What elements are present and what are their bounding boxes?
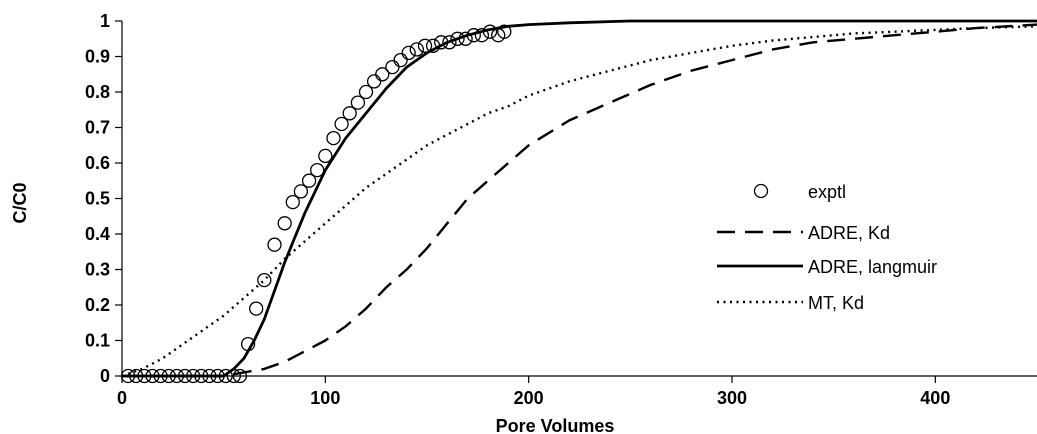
data-point-exptl <box>375 67 390 82</box>
data-point-exptl <box>218 368 233 384</box>
data-point-exptl <box>385 59 400 75</box>
data-point-exptl <box>450 31 465 46</box>
y-tick-label: 0.4 <box>85 224 110 244</box>
data-point-exptl <box>425 38 441 53</box>
tick-layer: 0 0.1 0.2 0.3 0.4 0.5 0.6 0.7 0.8 0.9 1 0 100 200 300 4… <box>85 11 950 408</box>
y-tick-label: 0.2 <box>85 295 110 315</box>
data-point-exptl <box>257 272 272 288</box>
data-point-exptl <box>210 368 225 384</box>
data-point-exptl <box>342 106 357 121</box>
y-tick-label: 0.9 <box>85 47 110 67</box>
x-tick-label: 200 <box>514 388 544 408</box>
data-point-exptl <box>366 74 382 89</box>
data-point-exptl <box>350 95 366 110</box>
data-point-exptl <box>442 35 457 50</box>
x-axis-title: Pore Volumes <box>496 416 615 434</box>
legend: exptl ADRE, Kd ADRE, langmuir MT, Kd <box>717 182 937 313</box>
y-axis-title: C/C0 <box>10 182 30 223</box>
data-point-exptl <box>334 116 349 132</box>
data-point-exptl <box>145 368 160 384</box>
data-point-exptl <box>409 42 424 57</box>
data-point-exptl <box>285 194 300 210</box>
data-point-exptl <box>161 368 176 384</box>
y-tick-label: 0.7 <box>85 118 110 138</box>
data-point-exptl <box>434 35 449 50</box>
data-point-exptl <box>358 84 374 100</box>
data-point-exptl <box>466 28 481 43</box>
data-point-exptl <box>318 148 333 164</box>
data-point-exptl <box>186 368 201 384</box>
data-point-exptl <box>249 301 264 316</box>
data-point-exptl <box>401 45 416 61</box>
y-tick-label: 0 <box>100 366 110 386</box>
data-point-exptl <box>202 368 217 384</box>
series-layer <box>120 19 1037 384</box>
data-point-exptl <box>240 336 256 352</box>
data-point-exptl <box>482 24 498 39</box>
legend-label-mt-kd: MT, Kd <box>808 293 864 313</box>
data-point-exptl <box>326 130 341 146</box>
legend-marker-exptl <box>753 183 769 199</box>
series-line-mt-kd <box>121 25 1037 378</box>
data-point-exptl <box>474 28 490 43</box>
y-tick-label: 0.8 <box>85 82 110 102</box>
data-point-exptl <box>310 162 325 178</box>
data-point-exptl <box>458 31 473 46</box>
legend-label-adre-kd: ADRE, Kd <box>808 223 890 243</box>
data-point-exptl <box>417 38 433 53</box>
x-tick-label: 100 <box>310 388 340 408</box>
data-point-exptl <box>293 184 309 199</box>
data-point-exptl <box>177 368 193 384</box>
x-tick-label: 300 <box>717 388 747 408</box>
y-tick-label: 0.3 <box>85 260 110 280</box>
data-point-exptl <box>277 216 292 231</box>
data-point-exptl <box>393 52 408 68</box>
data-point-exptl <box>497 24 512 39</box>
plot-area: 0 0.1 0.2 0.3 0.4 0.5 0.6 0.7 0.8 0.9 1 0 100 200 300 4… <box>85 11 1037 408</box>
y-tick-label: 1 <box>100 11 110 31</box>
legend-label-adre-langmuir: ADRE, langmuir <box>808 257 937 277</box>
data-point-exptl <box>129 368 144 384</box>
data-point-exptl <box>226 368 241 384</box>
x-tick-label: 400 <box>920 388 950 408</box>
y-tick-label: 0.5 <box>85 189 110 209</box>
data-point-exptl <box>232 368 248 384</box>
y-tick-label: 0.1 <box>85 331 110 351</box>
data-point-exptl <box>169 368 185 384</box>
y-tick-label: 0.6 <box>85 153 110 173</box>
data-point-exptl <box>137 368 152 384</box>
data-point-exptl <box>153 368 168 384</box>
data-point-exptl <box>267 237 282 252</box>
series-line-adre-langmuir <box>122 19 1037 378</box>
data-point-exptl <box>301 173 317 188</box>
x-tick-label: 0 <box>117 388 127 408</box>
data-point-exptl <box>194 368 209 384</box>
series-line-adre-kd <box>122 23 1037 378</box>
legend-label-exptl: exptl <box>808 182 846 202</box>
